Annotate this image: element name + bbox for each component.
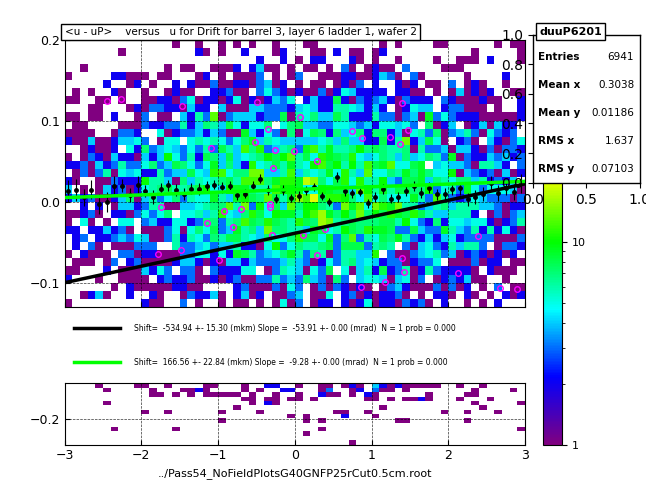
Text: 0.3038: 0.3038 — [598, 80, 634, 90]
Text: Entries: Entries — [538, 52, 579, 62]
Text: Shift=  166.56 +- 22.84 (mkm) Slope =  -9.28 +- 0.00 (mrad)  N = 1 prob = 0.000: Shift= 166.56 +- 22.84 (mkm) Slope = -9.… — [134, 358, 447, 367]
Text: 10: 10 — [591, 30, 605, 40]
Text: 0.01186: 0.01186 — [591, 108, 634, 118]
Text: <u - uP>    versus   u for Drift for barrel 3, layer 6 ladder 1, wafer 2: <u - uP> versus u for Drift for barrel 3… — [65, 27, 417, 38]
X-axis label: ../Pass54_NoFieldPlotsG40GNFP25rCut0.5cm.root: ../Pass54_NoFieldPlotsG40GNFP25rCut0.5cm… — [158, 468, 432, 479]
Text: RMS y: RMS y — [538, 165, 574, 174]
Text: 6941: 6941 — [608, 52, 634, 62]
Text: Mean y: Mean y — [538, 108, 581, 118]
Text: 1.637: 1.637 — [605, 136, 634, 146]
Text: Shift=  -534.94 +- 15.30 (mkm) Slope =  -53.91 +- 0.00 (mrad)  N = 1 prob = 0.00: Shift= -534.94 +- 15.30 (mkm) Slope = -5… — [134, 324, 455, 333]
Text: Mean x: Mean x — [538, 80, 581, 90]
Text: duuP6201: duuP6201 — [539, 27, 602, 37]
Text: RMS x: RMS x — [538, 136, 574, 146]
Text: 0.07103: 0.07103 — [592, 165, 634, 174]
